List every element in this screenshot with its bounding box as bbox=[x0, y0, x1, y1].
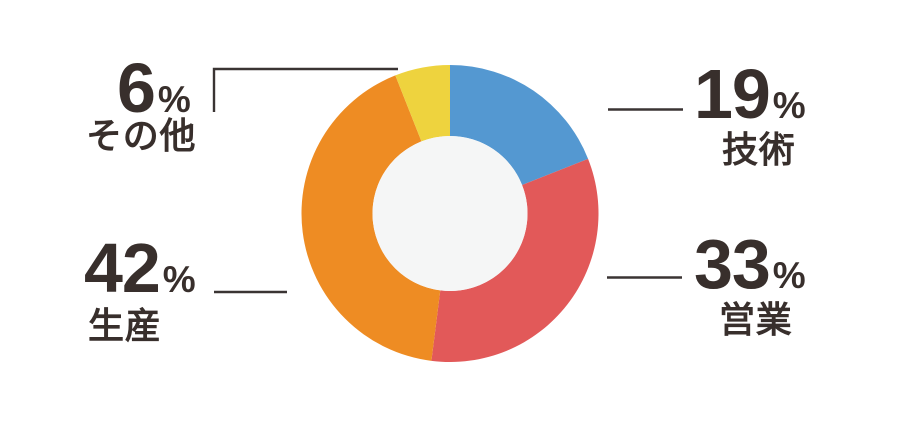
production-value-number: 42 bbox=[84, 229, 161, 307]
others-percent-sign: % bbox=[157, 79, 191, 120]
leader-lines bbox=[212, 67, 683, 294]
sales-value-number: 33 bbox=[694, 225, 771, 303]
donut-segments bbox=[301, 65, 599, 362]
donut-segment-sales bbox=[431, 158, 599, 362]
others-category-label: その他 bbox=[86, 115, 197, 156]
production-value: 42% bbox=[84, 233, 196, 303]
sales-value: 33% bbox=[694, 229, 806, 299]
donut-center bbox=[372, 135, 528, 292]
others-value: 6% bbox=[117, 53, 191, 123]
tech-percent-sign: % bbox=[772, 85, 806, 126]
production-percent-sign: % bbox=[162, 259, 196, 300]
tech-category-label: 技術 bbox=[722, 129, 796, 170]
leader-line-others bbox=[212, 67, 398, 112]
donut-segment-others bbox=[395, 65, 450, 142]
sales-percent-sign: % bbox=[772, 255, 806, 296]
donut-segment-production bbox=[301, 75, 441, 361]
sales-category-label: 営業 bbox=[719, 299, 793, 340]
others-value-number: 6 bbox=[117, 49, 156, 127]
tech-value-number: 19 bbox=[694, 55, 771, 133]
tech-value: 19% bbox=[694, 59, 806, 129]
production-category-label: 生産 bbox=[88, 305, 162, 346]
donut-segment-tech bbox=[450, 65, 589, 185]
